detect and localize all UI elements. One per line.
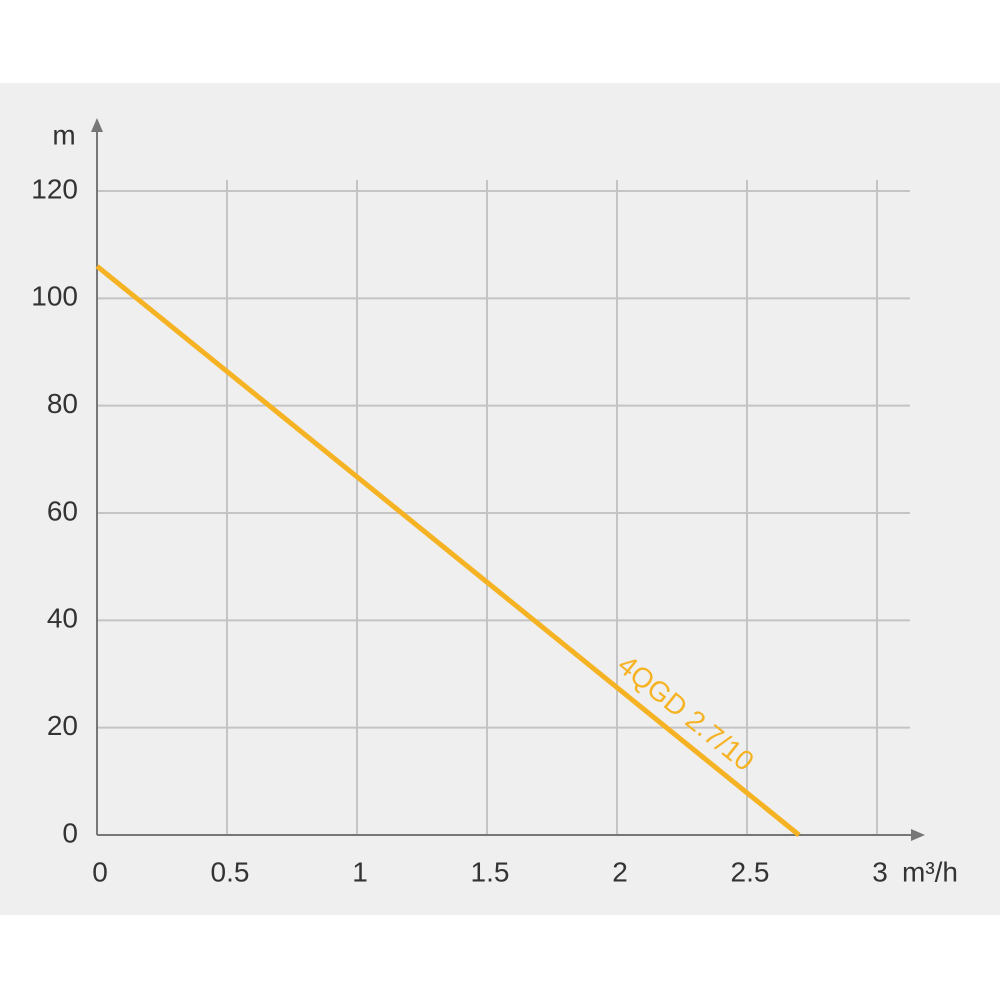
y-tick-label: 40 <box>47 603 78 634</box>
y-tick-label: 100 <box>31 281 78 312</box>
x-tick-label: 3 <box>872 856 888 887</box>
y-tick-label: 60 <box>47 495 78 526</box>
x-axis-arrow <box>911 829 925 841</box>
x-tick-label: 2.5 <box>731 856 770 887</box>
y-tick-label: 0 <box>62 817 78 848</box>
x-axis-label: m³/h <box>902 856 958 887</box>
y-tick-label: 20 <box>47 710 78 741</box>
y-axis-label: m <box>52 119 75 150</box>
y-tick-label: 80 <box>47 388 78 419</box>
x-tick-label: 1.5 <box>471 856 510 887</box>
y-axis-arrow <box>91 118 103 132</box>
line-series <box>95 264 801 837</box>
x-tick-label: 1 <box>352 856 368 887</box>
chart-background <box>0 83 1000 915</box>
x-tick-label: 0 <box>92 856 108 887</box>
x-tick-label: 2 <box>612 856 628 887</box>
x-tick-label: 0.5 <box>211 856 250 887</box>
y-tick-label: 120 <box>31 173 78 204</box>
